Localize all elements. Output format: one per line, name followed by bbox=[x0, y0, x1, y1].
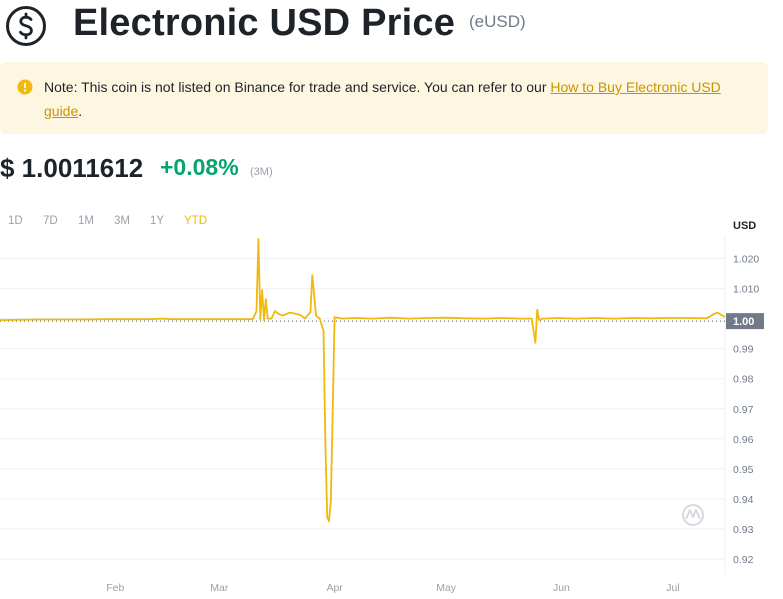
y-tick-label: 0.94 bbox=[733, 494, 754, 506]
y-tick-label: 1.010 bbox=[733, 284, 759, 296]
x-axis-ticks: Feb Mar Apr May Jun Jul bbox=[106, 582, 679, 594]
price-change: +0.08% bbox=[160, 154, 239, 180]
y-tick-label: 0.95 bbox=[733, 464, 754, 476]
y-tick-label: 0.96 bbox=[733, 434, 754, 446]
x-tick-label: Jul bbox=[666, 582, 679, 594]
page-header: Electronic USD Price (eUSD) bbox=[0, 0, 783, 50]
range-tab-1y[interactable]: 1Y bbox=[150, 215, 165, 227]
range-tab-ytd[interactable]: YTD bbox=[184, 215, 207, 227]
current-price-tag-bg bbox=[726, 313, 764, 330]
x-tick-label: Apr bbox=[326, 582, 343, 594]
current-price-tag: 1.00 bbox=[726, 313, 764, 330]
x-tick-label: Mar bbox=[210, 582, 229, 594]
range-tab-1m[interactable]: 1M bbox=[78, 215, 94, 227]
range-tab-1d[interactable]: 1D bbox=[8, 215, 23, 227]
y-tick-label: 1.020 bbox=[733, 254, 759, 266]
y-tick-label: 0.99 bbox=[733, 344, 754, 356]
y-tick-label: 0.92 bbox=[733, 554, 754, 566]
x-tick-label: Jun bbox=[553, 582, 570, 594]
y-tick-label: 0.93 bbox=[733, 524, 754, 536]
chart-grid bbox=[0, 236, 726, 574]
current-price: $ 1.0011612 bbox=[0, 153, 144, 183]
notice-text: Note: This coin is not listed on Binance… bbox=[44, 75, 744, 123]
y-axis-unit-label: USD bbox=[733, 220, 757, 232]
price-series-line bbox=[0, 238, 726, 523]
x-tick-label: Feb bbox=[106, 582, 124, 594]
warning-icon bbox=[17, 79, 33, 95]
range-tab-7d[interactable]: 7D bbox=[43, 215, 58, 227]
notice-banner: Note: This coin is not listed on Binance… bbox=[0, 62, 768, 134]
page-title: Electronic USD Price bbox=[73, 2, 456, 44]
x-tick-label: May bbox=[436, 582, 457, 594]
watermark-logo-icon bbox=[682, 504, 704, 526]
notice-suffix: . bbox=[78, 103, 83, 119]
range-tab-3m[interactable]: 3M bbox=[114, 215, 130, 227]
y-tick-label: 0.98 bbox=[733, 374, 754, 386]
how-to-buy-guide-link[interactable]: How to Buy Electronic USD guide bbox=[44, 79, 721, 119]
coin-icon bbox=[6, 6, 46, 46]
y-axis-ticks: 0.920.930.940.950.960.970.980.991.0001.0… bbox=[733, 254, 759, 566]
coin-symbol: (eUSD) bbox=[469, 12, 526, 31]
y-tick-label: 0.97 bbox=[733, 404, 754, 416]
current-price-tag-label: 1.00 bbox=[733, 316, 754, 328]
change-period: (3M) bbox=[250, 166, 273, 178]
notice-message: Note: This coin is not listed on Binance… bbox=[44, 79, 551, 95]
price-chart[interactable]: 0.920.930.940.950.960.970.980.991.0001.0… bbox=[0, 236, 783, 599]
